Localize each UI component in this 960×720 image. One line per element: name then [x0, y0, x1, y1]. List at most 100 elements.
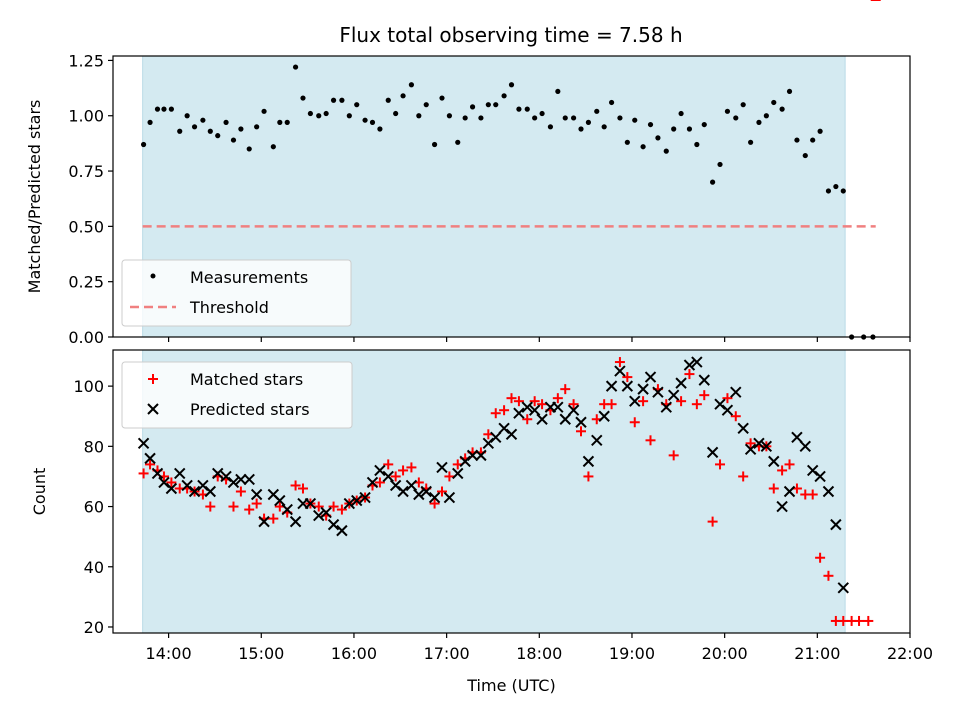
- measurement-point: [431, 141, 438, 148]
- matched-star-point: [722, 393, 733, 404]
- matched-star-point: [390, 471, 401, 482]
- legend-plus-glyph: [148, 374, 158, 384]
- matched-star-point: [583, 471, 594, 482]
- matched-star-point: [513, 396, 524, 407]
- matched-star-point: [228, 501, 239, 512]
- measurement-point: [663, 148, 669, 154]
- matched-star-point: [807, 489, 818, 500]
- bottom-y-axis-label: Count: [30, 468, 49, 516]
- predicted-star-point: [776, 500, 788, 513]
- measurement-point: [191, 124, 198, 130]
- matched-star-point: [745, 438, 756, 449]
- predicted-star-point: [413, 488, 425, 501]
- matched-star-point: [823, 570, 834, 581]
- measurement-point: [246, 146, 252, 152]
- measurement-point: [539, 110, 545, 117]
- measurement-point: [516, 106, 522, 112]
- measurement-point: [284, 119, 290, 125]
- measurement-point: [508, 82, 515, 88]
- measurement-point: [478, 115, 484, 121]
- bottom-y-tick-label: 80: [84, 437, 104, 456]
- matched-star-point: [166, 477, 177, 488]
- bottom-y-tick-label: 40: [84, 558, 104, 577]
- measurement-point: [393, 110, 399, 117]
- matched-star-point: [522, 414, 533, 425]
- measurement-point: [756, 119, 762, 125]
- measurement-point: [261, 108, 267, 114]
- predicted-star-point: [822, 485, 835, 498]
- legend-predicted-label: Predicted stars: [190, 400, 310, 419]
- matched-star-point: [506, 393, 517, 404]
- measurement-points: [140, 64, 876, 340]
- measurement-point: [740, 102, 746, 108]
- measurement-point: [786, 88, 793, 95]
- bottom-y-tick-label: 20: [84, 618, 104, 637]
- top-y-tick-label: 0.50: [68, 217, 104, 236]
- predicted-star-point: [274, 494, 286, 507]
- matched-stars-points: [138, 0, 881, 626]
- measurement-point: [154, 106, 161, 112]
- predicted-star-point: [791, 431, 803, 444]
- predicted-star-point: [760, 440, 773, 453]
- matched-star-point: [398, 465, 409, 476]
- predicted-star-point: [351, 494, 363, 507]
- predicted-star-point: [744, 443, 757, 456]
- matched-star-point: [622, 372, 633, 383]
- measurement-point: [423, 102, 429, 108]
- predicted-star-point: [629, 395, 641, 407]
- predicted-star-point: [598, 410, 610, 422]
- x-tick-label: 17:00: [424, 644, 470, 663]
- measurement-point: [168, 106, 174, 112]
- measurement-point: [562, 115, 568, 121]
- measurement-point: [686, 126, 693, 132]
- measurement-point: [570, 115, 577, 121]
- bottom-y-tick-label: 100: [73, 377, 104, 396]
- predicted-star-point: [683, 359, 696, 371]
- matched-star-point: [629, 417, 640, 428]
- measurement-point: [733, 115, 739, 121]
- predicted-star-point: [466, 449, 479, 462]
- matched-star-point: [560, 384, 571, 395]
- measurement-point: [825, 188, 832, 194]
- measurement-point: [624, 139, 630, 145]
- matched-star-point: [606, 399, 617, 410]
- measurement-point: [585, 119, 592, 125]
- x-tick-label: 15:00: [238, 644, 284, 663]
- matched-star-point: [290, 480, 301, 491]
- predicted-star-point: [637, 383, 649, 395]
- matched-star-point: [251, 498, 262, 509]
- legend-cross-glyph: [147, 403, 159, 415]
- matched-star-point: [863, 615, 874, 626]
- matched-star-point: [244, 504, 255, 515]
- legend-measurements-label: Measurements: [190, 268, 308, 287]
- x-tick-label: 21:00: [794, 644, 840, 663]
- bottom-panel: 20 40 60 80 100 14:00 15:00 16:00 17:00 18:00 19:…: [30, 0, 933, 695]
- predicted-star-point: [691, 356, 703, 368]
- x-tick-label: 14:00: [146, 644, 192, 663]
- measurement-point: [323, 110, 329, 117]
- measurement-point: [710, 179, 716, 185]
- measurement-point: [416, 113, 422, 119]
- predicted-star-point: [137, 437, 150, 450]
- matched-star-point: [738, 471, 749, 482]
- top-legend-box: [121, 259, 352, 327]
- top-panel: 0.00 0.25 0.50 0.75 1.00 1.25 Matched/Predict…: [25, 51, 911, 347]
- legend-measurement-marker: [150, 273, 156, 279]
- matched-star-point: [499, 405, 510, 416]
- predicted-star-point: [144, 452, 156, 465]
- measurement-point: [330, 97, 337, 103]
- measurement-point: [377, 126, 383, 132]
- predicted-star-point: [559, 413, 571, 425]
- bottom-legend-box: [121, 361, 353, 429]
- measurement-point: [485, 102, 491, 108]
- matched-star-point: [313, 501, 324, 512]
- measurement-point: [161, 106, 167, 112]
- measurement-point: [671, 126, 677, 132]
- measurement-point: [316, 113, 322, 119]
- matched-star-point: [691, 399, 702, 410]
- matched-star-point: [490, 408, 501, 419]
- matched-star-point: [429, 498, 440, 509]
- measurement-point: [446, 113, 453, 119]
- measurement-point: [177, 128, 183, 134]
- matched-star-point: [854, 615, 865, 626]
